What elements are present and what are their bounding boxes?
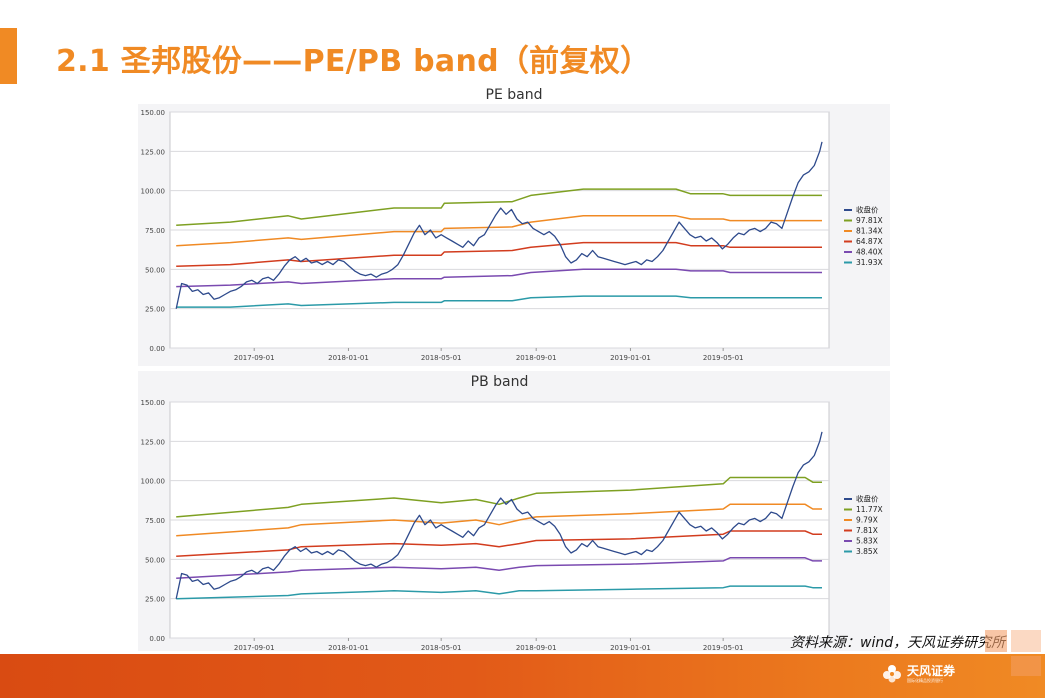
y-tick-label: 25.00 bbox=[145, 306, 165, 314]
pe-chart-title: PE band bbox=[485, 87, 543, 103]
y-tick-label: 150.00 bbox=[141, 109, 166, 117]
legend-label: 3.85X bbox=[856, 547, 878, 556]
y-tick-label: 0.00 bbox=[149, 635, 165, 643]
legend-label: 9.79X bbox=[856, 516, 878, 525]
legend-label: 5.83X bbox=[856, 537, 878, 546]
pb-band-svg: PB band 0.00 25.00 50.00 75.00 100.00 125.00 15… bbox=[141, 374, 883, 651]
band-line-7-81x bbox=[176, 530, 822, 557]
price-line bbox=[175, 141, 823, 309]
band-line-97-81x bbox=[176, 188, 822, 227]
pe-band-chart: 0.00 25.00 50.00 75.00 100.00 125.00 150.00 201… bbox=[138, 104, 890, 366]
band-line-81-34x bbox=[176, 215, 822, 247]
company-logo: 天风证券 国际化精品投资银行 bbox=[882, 664, 955, 684]
x-tick-label: 2017-09-01 bbox=[234, 644, 275, 651]
band-line-3-85x bbox=[176, 585, 822, 600]
x-tick-label: 2018-01-01 bbox=[328, 644, 369, 651]
logo-subtitle: 国际化精品投资银行 bbox=[907, 678, 943, 683]
y-tick-label: 150.00 bbox=[141, 399, 166, 407]
band-line-48-40x bbox=[176, 268, 822, 288]
legend-label: 收盘价 bbox=[856, 494, 879, 504]
x-tick-label: 2019-01-01 bbox=[610, 644, 651, 651]
x-tick-label: 2019-05-01 bbox=[703, 354, 744, 362]
legend-label: 11.77X bbox=[856, 505, 883, 514]
x-tick-label: 2018-01-01 bbox=[328, 354, 369, 362]
legend-label: 64.87X bbox=[856, 237, 883, 246]
slide-title: 2.1 圣邦股份——PE/PB band（前复权） bbox=[56, 44, 651, 79]
legend-label: 31.93X bbox=[856, 258, 883, 267]
chart-title: PB band bbox=[471, 374, 529, 390]
title-accent-bar bbox=[0, 28, 17, 84]
y-tick-label: 100.00 bbox=[141, 478, 166, 486]
x-tick-label: 2018-05-01 bbox=[421, 354, 462, 362]
y-tick-label: 50.00 bbox=[145, 266, 165, 274]
band-line-9-79x bbox=[176, 503, 822, 537]
y-tick-label: 75.00 bbox=[145, 517, 165, 525]
price-line bbox=[175, 431, 823, 599]
legend-label: 97.81X bbox=[856, 216, 883, 225]
source-note: 资料来源：wind，天风证券研究所 bbox=[790, 635, 1006, 651]
footer-decoration bbox=[975, 630, 1045, 698]
legend-label: 48.40X bbox=[856, 248, 883, 257]
band-line-5-83x bbox=[176, 557, 822, 579]
y-tick-label: 50.00 bbox=[145, 556, 165, 564]
x-tick-label: 2017-09-01 bbox=[234, 354, 275, 362]
flower-logo-icon bbox=[882, 664, 902, 684]
footer-band bbox=[0, 654, 1045, 698]
legend-label: 7.81X bbox=[856, 526, 878, 535]
x-tick-label: 2019-01-01 bbox=[610, 354, 651, 362]
x-tick-label: 2018-09-01 bbox=[516, 354, 557, 362]
y-tick-label: 75.00 bbox=[145, 227, 165, 235]
y-tick-label: 25.00 bbox=[145, 596, 165, 604]
legend-label: 81.34X bbox=[856, 227, 883, 236]
logo-name: 天风证券 bbox=[907, 664, 956, 678]
x-tick-label: 2019-05-01 bbox=[703, 644, 744, 651]
x-tick-label: 2018-05-01 bbox=[421, 644, 462, 651]
pb-band-chart: PB band 0.00 25.00 50.00 75.00 100.00 125.00 15… bbox=[138, 371, 890, 651]
x-tick-label: 2018-09-01 bbox=[516, 644, 557, 651]
y-tick-label: 100.00 bbox=[141, 188, 166, 196]
band-line-11-77x bbox=[176, 476, 822, 518]
legend-label: 收盘价 bbox=[856, 205, 879, 215]
band-line-64-87x bbox=[176, 241, 822, 267]
y-tick-label: 0.00 bbox=[149, 345, 165, 353]
y-tick-label: 125.00 bbox=[141, 148, 166, 156]
y-tick-label: 125.00 bbox=[141, 438, 166, 446]
band-line-31-93x bbox=[176, 295, 822, 308]
pe-band-svg: 0.00 25.00 50.00 75.00 100.00 125.00 150.00 201… bbox=[141, 109, 883, 362]
